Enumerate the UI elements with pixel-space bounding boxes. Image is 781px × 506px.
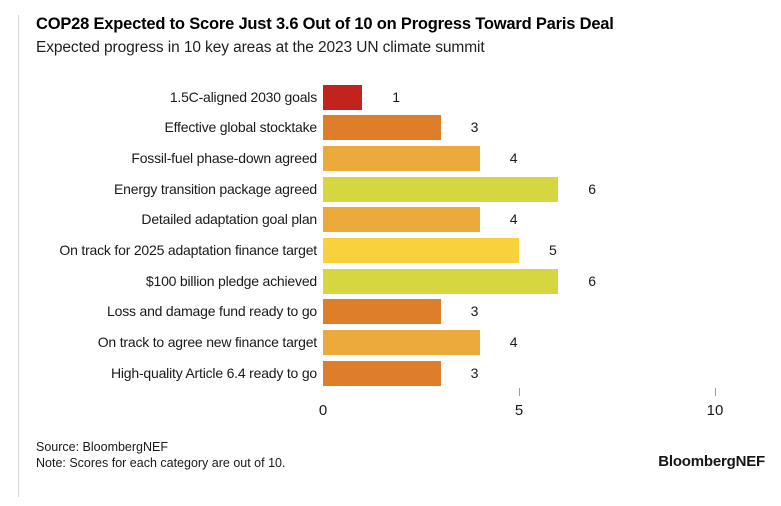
value-label: 3: [470, 303, 479, 320]
bar-row: Loss and damage fund ready to go 3: [0, 299, 781, 325]
score-bar: [323, 84, 363, 110]
bar-row: On track for 2025 adaptation finance tar…: [0, 238, 781, 263]
score-bar: [323, 330, 480, 356]
score-bar: [323, 115, 441, 141]
bar-row: On track to agree new finance target 4: [0, 330, 781, 356]
chart-subtitle: Expected progress in 10 key areas at the…: [36, 39, 485, 56]
value-label: 4: [509, 149, 518, 166]
value-label: 4: [509, 334, 518, 351]
score-bar: [323, 207, 480, 233]
category-label: High-quality Article 6.4 ready to go: [110, 364, 317, 381]
note-line: Note: Scores for each category are out o…: [36, 455, 286, 470]
value-label: 1: [392, 88, 400, 105]
category-label: On track for 2025 adaptation finance tar…: [59, 242, 317, 258]
category-label: Energy transition package agreed: [114, 180, 317, 197]
score-bar: [323, 176, 559, 202]
source-note-block: Source: BloombergNEF Note: Scores for ea…: [36, 440, 285, 471]
category-label: Loss and damage fund ready to go: [107, 303, 317, 320]
bar-row: High-quality Article 6.4 ready to go 3: [0, 360, 781, 386]
bloombergnef-logo: BloombergNEF: [658, 453, 765, 470]
category-label: 1.5C-aligned 2030 goals: [169, 88, 317, 105]
score-bar: [323, 145, 480, 171]
bar-row: 1.5C-aligned 2030 goals 1: [0, 84, 781, 110]
value-label: 3: [470, 364, 479, 381]
value-label: 6: [588, 272, 596, 289]
bar-row: Effective global stocktake 3: [0, 115, 781, 141]
score-bar: [323, 360, 441, 386]
category-label: $100 billion pledge achieved: [145, 272, 317, 289]
category-label: Detailed adaptation goal plan: [141, 211, 317, 228]
score-bar: [323, 238, 519, 263]
chart-title: COP28 Expected to Score Just 3.6 Out of …: [36, 15, 614, 33]
bar-row: Detailed adaptation goal plan 4: [0, 207, 781, 233]
value-label: 4: [509, 211, 518, 228]
source-line: Source: BloombergNEF: [36, 440, 169, 454]
value-label: 3: [470, 119, 479, 136]
x-axis-tick-mark: [519, 388, 520, 396]
bar-row: $100 billion pledge achieved 6: [0, 268, 781, 294]
x-axis-tick-label: 10: [706, 402, 724, 419]
x-axis-tick-label: 0: [318, 402, 328, 419]
score-bar: [323, 299, 441, 325]
bar-row: Energy transition package agreed 6: [0, 176, 781, 202]
value-label: 6: [588, 180, 596, 197]
x-axis-tick-label: 5: [514, 402, 524, 419]
category-label: Fossil-fuel phase-down agreed: [131, 149, 317, 166]
left-border-rule: [18, 15, 19, 497]
category-label: On track to agree new finance target: [97, 334, 317, 351]
score-bar: [323, 268, 559, 294]
category-label: Effective global stocktake: [164, 119, 317, 136]
bar-row: Fossil-fuel phase-down agreed 4: [0, 145, 781, 171]
value-label: 5: [549, 242, 557, 258]
x-axis-tick-mark: [715, 388, 716, 396]
